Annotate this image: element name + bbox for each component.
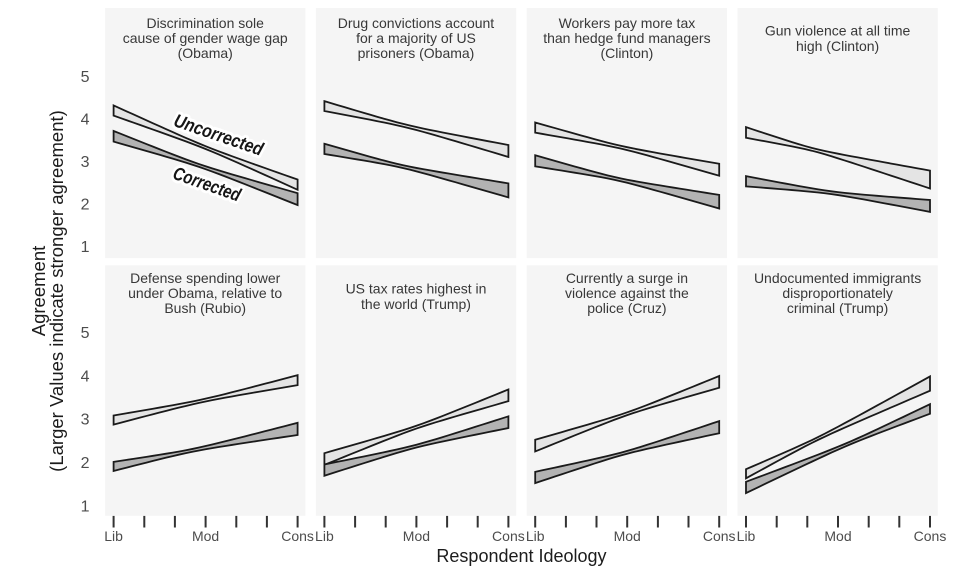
svg-text:4: 4 — [81, 368, 90, 385]
svg-text:US tax rates highest in: US tax rates highest in — [346, 281, 487, 297]
svg-text:Bush (Rubio): Bush (Rubio) — [164, 300, 246, 316]
svg-text:5: 5 — [81, 325, 90, 342]
svg-text:police (Cruz): police (Cruz) — [587, 300, 666, 316]
svg-text:(Clinton): (Clinton) — [600, 45, 653, 61]
svg-text:Defense spending lower: Defense spending lower — [130, 270, 281, 286]
svg-text:disproportionately: disproportionately — [782, 285, 893, 301]
svg-text:4: 4 — [81, 111, 90, 128]
svg-text:Undocumented immigrants: Undocumented immigrants — [754, 270, 921, 286]
svg-text:prisoners (Obama): prisoners (Obama) — [358, 45, 475, 61]
svg-text:Workers pay more tax: Workers pay more tax — [559, 15, 696, 31]
svg-text:Mod: Mod — [192, 528, 219, 544]
svg-text:2: 2 — [81, 197, 90, 214]
svg-text:Lib: Lib — [315, 528, 334, 544]
svg-text:Lib: Lib — [104, 528, 123, 544]
svg-text:Discrimination sole: Discrimination sole — [146, 15, 264, 31]
svg-text:3: 3 — [81, 154, 90, 171]
svg-text:Cons: Cons — [492, 528, 525, 544]
svg-text:criminal (Trump): criminal (Trump) — [787, 300, 888, 316]
svg-text:Mod: Mod — [403, 528, 430, 544]
svg-text:(Larger Values indicate strong: (Larger Values indicate stronger agreeme… — [46, 110, 67, 472]
svg-text:1: 1 — [81, 239, 90, 256]
svg-text:under Obama, relative to: under Obama, relative to — [128, 285, 282, 301]
svg-text:Cons: Cons — [703, 528, 736, 544]
svg-text:Cons: Cons — [281, 528, 314, 544]
svg-text:Gun violence at all time: Gun violence at all time — [765, 23, 911, 39]
svg-text:2: 2 — [81, 455, 90, 472]
svg-text:for a majority of US: for a majority of US — [356, 30, 476, 46]
svg-text:than hedge fund managers: than hedge fund managers — [543, 30, 710, 46]
svg-text:high (Clinton): high (Clinton) — [796, 38, 879, 54]
svg-text:1: 1 — [81, 498, 90, 515]
svg-text:Respondent Ideology: Respondent Ideology — [436, 546, 606, 566]
svg-text:Drug convictions account: Drug convictions account — [338, 15, 495, 31]
svg-text:Cons: Cons — [914, 528, 947, 544]
svg-text:Currently a surge in: Currently a surge in — [566, 270, 688, 286]
svg-text:violence against the: violence against the — [565, 285, 689, 301]
svg-text:the world (Trump): the world (Trump) — [361, 296, 471, 312]
svg-text:Lib: Lib — [737, 528, 756, 544]
svg-text:3: 3 — [81, 412, 90, 429]
svg-text:Lib: Lib — [526, 528, 545, 544]
svg-text:Mod: Mod — [614, 528, 641, 544]
svg-text:cause of gender wage gap: cause of gender wage gap — [123, 30, 288, 46]
svg-text:(Obama): (Obama) — [178, 45, 233, 61]
svg-text:Agreement: Agreement — [28, 246, 49, 337]
svg-text:Mod: Mod — [824, 528, 851, 544]
svg-text:5: 5 — [81, 69, 90, 86]
